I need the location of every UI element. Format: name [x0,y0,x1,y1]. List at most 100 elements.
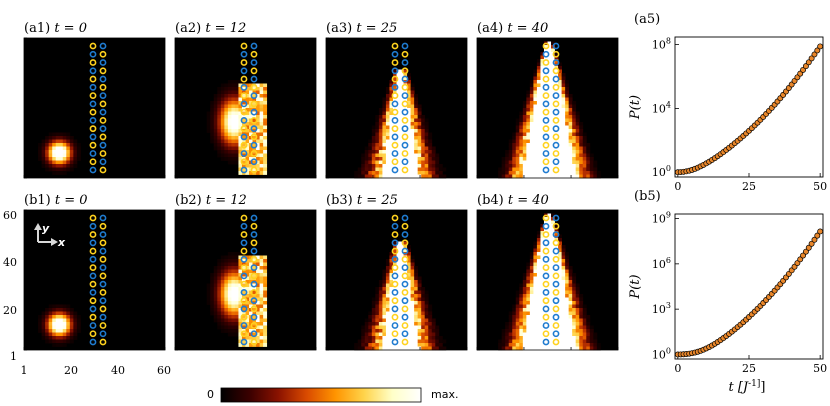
site-blue [250,141,258,149]
heatmap-cell [407,248,411,253]
heatmap-cell [396,143,401,147]
heatmap-cell [400,108,404,112]
site-blue [240,83,248,91]
heatmap-cell [515,290,520,295]
heatmap-cell [431,160,436,165]
heatmap-cell [382,280,387,284]
heatmap-cell [529,125,534,130]
heatmap-cell [357,171,362,175]
heatmap-cell [561,90,566,95]
heatmap-cell [59,318,64,323]
heatmap-cell [526,262,531,267]
heatmap-cell [256,280,260,284]
site-yellow [99,255,107,263]
heatmap-cell [533,322,538,326]
heatmap-cell [568,308,573,312]
heatmap-cell [234,122,239,126]
heatmap-cell [414,132,419,137]
heatmap-cell [561,174,566,179]
heatmap-cell [568,125,573,130]
heatmap-cell [234,97,239,102]
heatmap-cell [565,174,570,179]
heatmap-cell [582,150,587,154]
heatmap-cell [519,157,524,161]
heatmap-cell [568,132,573,137]
heatmap-cell [241,136,246,140]
site-blue [240,150,248,157]
heatmap-cell [533,139,538,144]
heatmap-cell [385,262,390,267]
heatmap-cell [540,248,545,253]
heatmap-cell [540,238,545,242]
heatmap-cell [428,136,433,140]
heatmap-cell [536,304,541,309]
heatmap-cell [533,283,538,288]
heatmap-cell [220,139,225,144]
heatmap-cell [227,318,232,323]
heatmap-panel-b1: (b1) t = 0 [23,193,166,351]
heatmap-cell [547,174,552,179]
heatmap-cell [526,97,531,102]
heatmap-cell [410,132,415,137]
heatmap-cell [586,160,591,165]
heatmap-cell [224,94,229,98]
heatmap-cell [206,294,211,298]
heatmap-cell [238,290,243,295]
heatmap-cell [536,276,541,281]
heatmap-cell [554,73,559,77]
heatmap-cell [551,262,555,267]
heatmap-cell [241,101,246,105]
heatmap-cell [259,339,264,344]
heatmap-cell [245,90,250,95]
heatmap-cell [410,146,415,151]
heatmap-cell [508,332,513,337]
site-blue [401,125,409,133]
heatmap-cell [385,104,390,109]
heatmap-cell [558,62,562,67]
x-tick-label: 25 [742,180,756,193]
heatmap-cell [435,160,440,165]
heatmap-cell [526,322,531,326]
heatmap-cell [66,339,71,344]
heatmap-cell [217,129,222,133]
heatmap-cell [389,167,394,172]
heatmap-cell [540,122,545,126]
heatmap-cell [512,343,517,347]
site-yellow [89,247,97,255]
heatmap-cell [259,90,264,95]
heatmap-cell [263,108,268,112]
heatmap-cell [245,157,250,161]
heatmap-cell [421,304,426,309]
heatmap-cell [410,97,415,102]
heatmap-cell [526,146,531,151]
heatmap-cell [522,329,527,333]
heatmap-cell [263,304,268,309]
heatmap-cell [48,160,53,165]
heatmap-cell [238,332,243,337]
heatmap-cell [224,111,229,116]
heatmap-cell [543,269,548,274]
heatmap-cell [533,308,538,312]
site-blue [542,133,550,141]
heatmap-cell [245,146,250,151]
heatmap-cell [533,94,538,98]
heatmap-cell [424,294,429,298]
heatmap-cell [565,87,570,91]
heatmap-cell [382,153,387,158]
heatmap-cell [512,160,517,165]
panel-label: (b1) [24,193,55,208]
site-yellow [391,42,399,50]
heatmap-cell [389,171,394,175]
heatmap-cell [414,104,419,109]
heatmap-cell [536,287,541,291]
heatmap-cell [259,336,264,340]
heatmap-cell [414,118,419,123]
heatmap-cell [410,283,415,288]
heatmap-cell [519,329,524,333]
heatmap-cell [526,104,531,109]
heatmap-cell [241,122,246,126]
heatmap-cell [396,241,401,246]
heatmap-cell [361,157,366,161]
site-yellow [240,214,248,222]
heatmap-cell [533,339,538,344]
